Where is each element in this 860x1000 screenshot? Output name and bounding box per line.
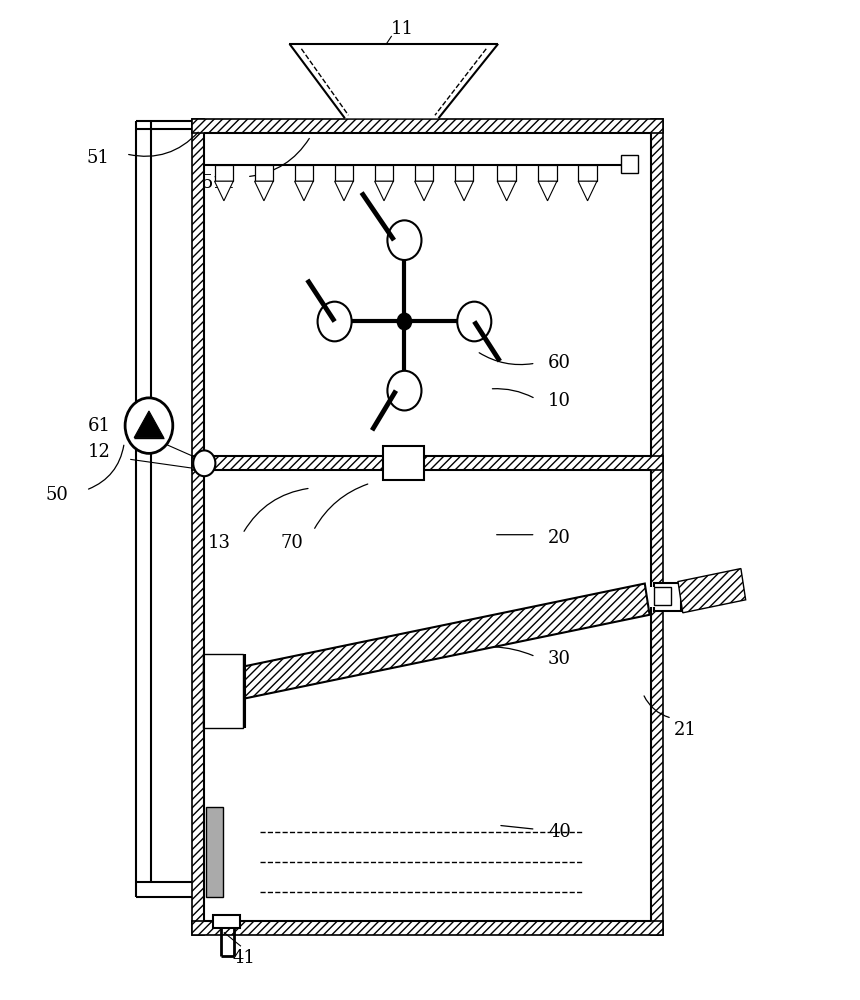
Polygon shape: [213, 584, 649, 704]
Polygon shape: [134, 411, 163, 438]
Text: 20: 20: [548, 529, 571, 547]
Text: 70: 70: [280, 534, 304, 552]
Bar: [375, 165, 393, 181]
Bar: [335, 165, 353, 181]
Polygon shape: [193, 119, 663, 133]
Text: 11: 11: [391, 20, 415, 38]
Polygon shape: [335, 181, 353, 201]
Circle shape: [387, 220, 421, 260]
Bar: [214, 165, 233, 181]
Polygon shape: [455, 181, 474, 201]
Bar: [212, 915, 240, 928]
Bar: [650, 587, 673, 607]
Bar: [578, 165, 597, 181]
Polygon shape: [193, 921, 663, 935]
Circle shape: [397, 314, 411, 329]
Bar: [455, 165, 474, 181]
Circle shape: [125, 398, 173, 453]
Text: 51: 51: [86, 149, 109, 167]
Text: 21: 21: [674, 721, 697, 739]
Text: 40: 40: [548, 823, 571, 841]
Polygon shape: [651, 119, 663, 935]
Polygon shape: [497, 181, 516, 201]
Text: 41: 41: [233, 949, 255, 967]
Text: 511: 511: [201, 174, 236, 192]
Polygon shape: [375, 181, 393, 201]
Polygon shape: [415, 181, 433, 201]
Bar: [654, 583, 681, 611]
Bar: [203, 654, 243, 728]
Polygon shape: [295, 181, 313, 201]
Circle shape: [458, 302, 491, 341]
Circle shape: [387, 371, 421, 410]
Bar: [497, 165, 516, 181]
Bar: [621, 155, 638, 173]
Bar: [255, 165, 273, 181]
Circle shape: [317, 302, 352, 341]
Polygon shape: [255, 181, 273, 201]
Bar: [295, 165, 313, 181]
Bar: [206, 807, 223, 897]
Polygon shape: [193, 119, 205, 935]
Bar: [415, 165, 433, 181]
Text: 12: 12: [88, 443, 111, 461]
Circle shape: [194, 450, 215, 476]
Polygon shape: [578, 181, 597, 201]
Text: 61: 61: [88, 417, 111, 435]
Polygon shape: [678, 569, 746, 613]
Text: 10: 10: [548, 392, 571, 410]
Bar: [654, 587, 671, 605]
Text: 13: 13: [208, 534, 231, 552]
Text: 60: 60: [548, 354, 571, 372]
Text: 50: 50: [46, 486, 69, 504]
Polygon shape: [290, 44, 498, 118]
Bar: [384, 446, 424, 480]
Text: 30: 30: [548, 650, 571, 668]
Polygon shape: [538, 181, 557, 201]
Polygon shape: [214, 181, 233, 201]
Polygon shape: [193, 456, 663, 470]
Bar: [538, 165, 557, 181]
